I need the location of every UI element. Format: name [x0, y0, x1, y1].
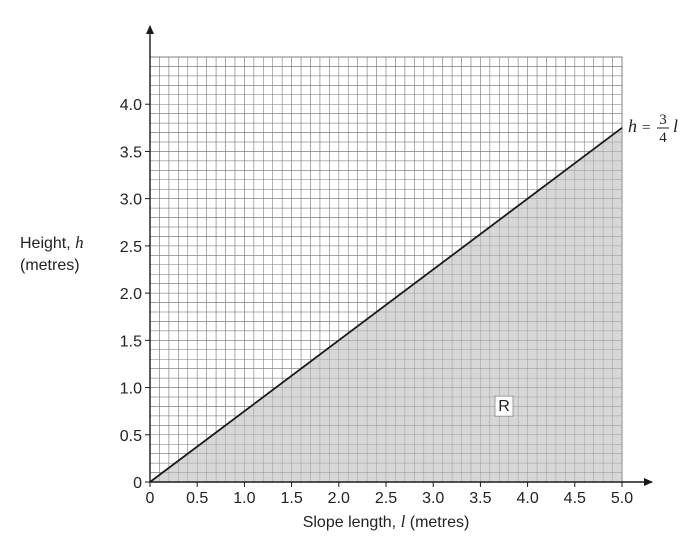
y-tick-label: 2.5	[120, 239, 142, 256]
y-tick-label: 0.5	[120, 428, 142, 445]
y-axis-title: Height, h	[20, 233, 84, 252]
x-axis-title-text: Slope length,	[303, 514, 401, 531]
y-axis-title-var: h	[75, 233, 84, 252]
region-label: R	[498, 398, 510, 415]
equation-equals: =	[642, 120, 650, 136]
x-tick-label: 0.5	[186, 490, 208, 507]
y-tick-label: 1.5	[120, 333, 142, 350]
x-axis-title-var: l	[401, 512, 406, 531]
x-tick-label: 5.0	[611, 490, 633, 507]
y-tick-label: 2.0	[120, 286, 142, 303]
equation-denominator: 4	[659, 130, 667, 146]
x-tick-label: 0	[146, 490, 155, 507]
x-tick-label: 4.0	[516, 490, 538, 507]
x-tick-label: 2.5	[375, 490, 397, 507]
y-tick-label: 3.5	[120, 144, 142, 161]
equation-numerator: 3	[659, 112, 667, 128]
x-tick-label: 2.0	[328, 490, 350, 507]
series-line-h-equals-three-quarters-l	[149, 127, 623, 483]
y-tick-label: 4.0	[120, 97, 142, 114]
region-label-box	[494, 395, 514, 417]
y-tick-labels: 0 0.5 1.0 1.5 2.0 2.5 3.0 3.5 4.0	[120, 97, 150, 492]
x-tick-label: 4.5	[564, 490, 586, 507]
x-axis-title: Slope length, l (metres)	[303, 512, 470, 531]
x-tick-label: 1.5	[280, 490, 302, 507]
x-tick-label: 1.0	[233, 490, 255, 507]
y-axis-title-unit: (metres)	[20, 257, 80, 274]
x-axis-title-unit: (metres)	[405, 514, 469, 531]
y-axis-title-text: Height,	[20, 235, 75, 252]
line-equation-label: h = 3 4 l	[628, 112, 678, 146]
x-tick-labels: 0 0.5 1.0 1.5 2.0 2.5 3.0 3.5 4.0 4.5 5.0	[146, 482, 633, 507]
equation-rhs: l	[673, 116, 678, 136]
equation-lhs: h	[628, 116, 637, 136]
y-tick-label: 3.0	[120, 192, 142, 209]
y-tick-label: 0	[133, 475, 142, 492]
x-tick-label: 3.0	[422, 490, 444, 507]
y-tick-label: 1.0	[120, 381, 142, 398]
x-tick-label: 3.5	[469, 490, 491, 507]
